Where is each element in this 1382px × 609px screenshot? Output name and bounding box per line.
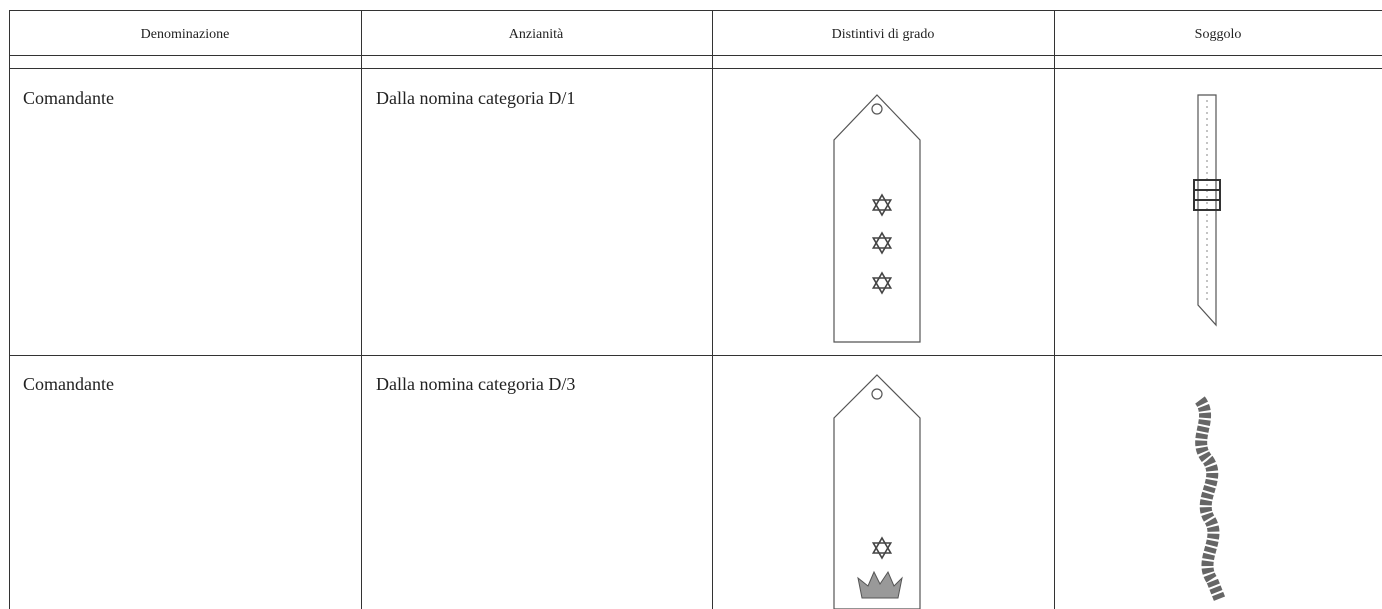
rank-insignia [833,374,921,609]
cell: Dalla nomina categoria D/1 [376,88,575,108]
cell: Comandante [23,374,114,394]
chinstrap [1194,396,1226,603]
header-cell: Denominazione [141,27,230,42]
cell: Dalla nomina categoria D/3 [376,374,575,394]
header-cell: Soggolo [1195,27,1242,42]
table-grid [9,10,1382,609]
cell: Comandante [23,88,114,108]
chinstrap [1193,94,1221,327]
header-cell: Distintivi di grado [832,27,935,42]
header-cell: Anzianità [509,27,564,42]
rank-insignia [833,94,921,343]
